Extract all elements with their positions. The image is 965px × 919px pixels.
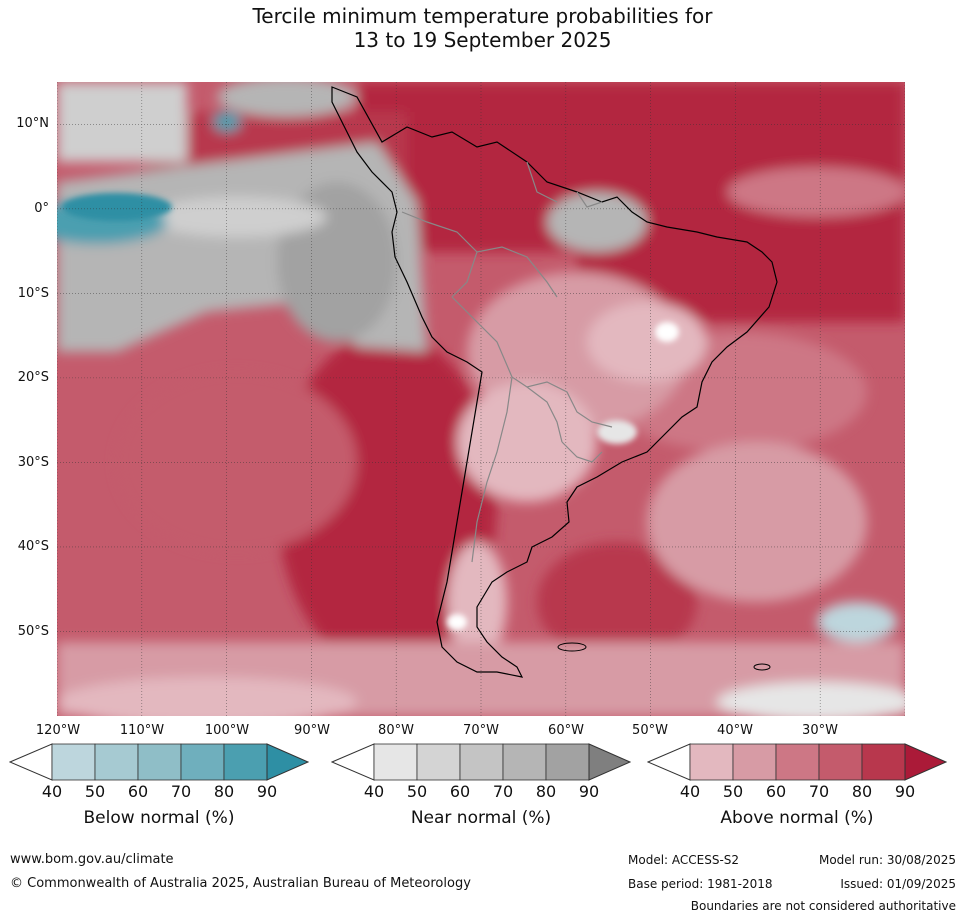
colorbar-tick: 90 xyxy=(894,782,916,801)
colorbar-tick: 70 xyxy=(808,782,830,801)
lon-label-70w: 70°W xyxy=(463,723,499,738)
colorbar-extend-high xyxy=(266,743,310,781)
colorbar-above-normal-label: Above normal (%) xyxy=(720,808,874,828)
chart-title: Tercile minimum temperature probabilitie… xyxy=(0,4,965,52)
title-line-2: 13 to 19 September 2025 xyxy=(353,28,612,52)
colorbar-extend-low xyxy=(646,743,691,781)
map-svg xyxy=(57,82,905,716)
colorbar-near-normal-svg xyxy=(330,743,632,781)
title-line-1: Tercile minimum temperature probabilitie… xyxy=(252,4,713,28)
website-link[interactable]: www.bom.gov.au/climate xyxy=(10,852,174,867)
lon-label-90w: 90°W xyxy=(294,723,330,738)
lon-label-100w: 100°W xyxy=(204,723,250,738)
colorbar-segment xyxy=(502,743,547,781)
colorbar-tick: 40 xyxy=(679,782,701,801)
colorbar-tick: 90 xyxy=(256,782,278,801)
colorbar-tick: 90 xyxy=(578,782,600,801)
south-america-coastline xyxy=(331,86,778,678)
boundaries-disclaimer: Boundaries are not considered authoritat… xyxy=(690,899,956,913)
colorbar-segment xyxy=(223,743,268,781)
copyright-text: © Commonwealth of Australia 2025, Austra… xyxy=(10,876,471,891)
colorbar-tick: 80 xyxy=(535,782,557,801)
colorbar-segment xyxy=(775,743,820,781)
lat-label-30s: 30°S xyxy=(17,455,49,470)
colorbar-segment xyxy=(416,743,461,781)
colorbar-segment xyxy=(818,743,863,781)
colorbar-tick: 60 xyxy=(765,782,787,801)
colorbar-near-normal: 40 50 60 70 80 90 Near normal (%) xyxy=(330,742,632,837)
colorbar-tick: 80 xyxy=(851,782,873,801)
colorbar-extend-low xyxy=(330,743,375,781)
colorbar-extend-low xyxy=(8,743,53,781)
colorbar-segment xyxy=(137,743,182,781)
colorbar-near-normal-ticks: 40 50 60 70 80 90 xyxy=(331,782,631,802)
lon-label-60w: 60°W xyxy=(548,723,584,738)
colorbar-tick: 70 xyxy=(170,782,192,801)
colorbar-segment xyxy=(732,743,777,781)
country-borders xyxy=(401,161,613,563)
colorbar-tick: 50 xyxy=(406,782,428,801)
colorbar-below-normal: 40 50 60 70 80 90 Below normal (%) xyxy=(8,742,310,837)
falkland-islands xyxy=(557,642,587,652)
issued-date: Issued: 01/09/2025 xyxy=(840,877,956,891)
colorbar-below-normal-ticks: 40 50 60 70 80 90 xyxy=(9,782,309,802)
colorbar-segment xyxy=(689,743,734,781)
lat-label-10s: 10°S xyxy=(17,286,49,301)
colorbar-segment xyxy=(459,743,504,781)
colorbar-extend-high xyxy=(904,743,948,781)
lon-label-120w: 120°W xyxy=(35,723,81,738)
colorbar-near-normal-label: Near normal (%) xyxy=(410,808,552,828)
lon-label-30w: 30°W xyxy=(802,723,838,738)
lat-label-0: 0° xyxy=(34,201,49,216)
probability-map xyxy=(57,82,905,716)
colorbar-tick: 50 xyxy=(84,782,106,801)
lon-label-80w: 80°W xyxy=(378,723,414,738)
south-georgia xyxy=(753,663,771,671)
base-period: Base period: 1981-2018 xyxy=(628,877,773,891)
colorbar-segment xyxy=(545,743,590,781)
colorbar-above-normal-ticks: 40 50 60 70 80 90 xyxy=(647,782,947,802)
colorbar-extend-high xyxy=(588,743,632,781)
lon-label-110w: 110°W xyxy=(119,723,165,738)
colorbar-segment xyxy=(51,743,96,781)
colorbar-tick: 40 xyxy=(363,782,385,801)
colorbar-tick: 40 xyxy=(41,782,63,801)
lat-label-40s: 40°S xyxy=(17,539,49,554)
colorbar-segment xyxy=(373,743,418,781)
lat-label-50s: 50°S xyxy=(17,624,49,639)
lat-label-20s: 20°S xyxy=(17,370,49,385)
lon-label-40w: 40°W xyxy=(717,723,753,738)
lat-label-10n: 10°N xyxy=(16,116,49,131)
colorbar-tick: 60 xyxy=(127,782,149,801)
model-run: Model run: 30/08/2025 xyxy=(818,853,956,867)
model-name: Model: ACCESS-S2 xyxy=(628,853,740,867)
probability-field xyxy=(57,82,905,716)
colorbar-tick: 70 xyxy=(492,782,514,801)
lon-label-50w: 50°W xyxy=(632,723,668,738)
colorbar-above-normal: 40 50 60 70 80 90 Above normal (%) xyxy=(646,742,948,837)
colorbar-segment xyxy=(94,743,139,781)
colorbar-segment xyxy=(861,743,906,781)
colorbar-tick: 60 xyxy=(449,782,471,801)
colorbar-tick: 80 xyxy=(213,782,235,801)
colorbar-segment xyxy=(180,743,225,781)
colorbar-above-normal-svg xyxy=(646,743,948,781)
colorbar-tick: 50 xyxy=(722,782,744,801)
colorbar-below-normal-label: Below normal (%) xyxy=(83,808,235,828)
colorbar-below-normal-svg xyxy=(8,743,310,781)
